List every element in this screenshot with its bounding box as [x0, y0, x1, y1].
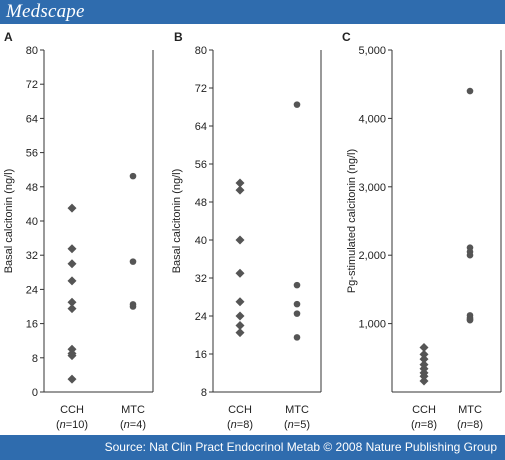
- figure: A 0 8 16 24 32 40 48 56 64 72 80 Basal calcitonin (n…: [3, 30, 502, 431]
- category-n-label: (n=8): [411, 419, 437, 431]
- panel-letter: C: [342, 30, 351, 44]
- cch-data-point: [235, 268, 245, 278]
- category-n-label: (n=4): [120, 419, 146, 431]
- y-tick-label: 2,000: [358, 250, 386, 262]
- cch-data-point: [235, 328, 245, 338]
- y-axis-label: Basal calcitonin (ng/l): [3, 169, 15, 274]
- y-tick-label: 3,000: [358, 182, 386, 194]
- panel-b: B 8 16 24 32 40 48 56 64 72 80 Basal calcitonin (ng…: [171, 30, 322, 431]
- source-credit: Source: Nat Clin Pract Endocrinol Metab …: [104, 440, 497, 454]
- y-tick-label: 32: [26, 250, 38, 262]
- y-tick-label: 16: [26, 319, 38, 331]
- cch-data-point: [419, 349, 429, 359]
- y-tick-label: 64: [195, 121, 207, 133]
- y-tick-label: 24: [26, 284, 38, 296]
- category-n-label: (n=8): [227, 419, 253, 431]
- cch-data-point: [419, 376, 429, 386]
- category-label: MTC: [458, 404, 482, 416]
- panel-a: A 0 8 16 24 32 40 48 56 64 72 80 Basal calcitonin (n…: [3, 30, 154, 431]
- category-label: CCH: [60, 404, 84, 416]
- y-tick-label: 72: [195, 83, 207, 95]
- panel-letter: B: [174, 30, 183, 44]
- header-band: Medscape: [0, 0, 505, 24]
- cch-data-point: [419, 354, 429, 364]
- mtc-data-point: [293, 310, 301, 317]
- y-tick-label: 40: [195, 235, 207, 247]
- category-n-label: (n=10): [56, 419, 88, 431]
- cch-data-point: [235, 297, 245, 307]
- cch-data-point: [67, 304, 77, 314]
- cch-data-point: [235, 311, 245, 321]
- mtc-data-point: [293, 300, 301, 308]
- y-tick-label: 1,000: [358, 319, 386, 331]
- y-tick-label: 8: [32, 353, 38, 365]
- y-tick-label: 16: [195, 349, 207, 361]
- y-tick-label: 40: [26, 216, 38, 228]
- cch-data-point: [67, 276, 77, 286]
- medscape-logo: Medscape: [6, 1, 85, 22]
- category-label: MTC: [285, 404, 309, 416]
- mtc-data-point: [129, 303, 137, 310]
- mtc-data-point: [466, 87, 474, 95]
- y-tick-label: 80: [195, 45, 207, 57]
- cch-data-point: [235, 321, 245, 330]
- panel-c: C 1,000 2,000 3,000 4,000 5,000 Pg-stimulated …: [342, 30, 502, 431]
- cch-data-point: [235, 185, 245, 195]
- y-axis-label: Basal calcitonin (ng/l): [171, 169, 183, 274]
- category-label: CCH: [228, 404, 252, 416]
- y-axis-label: Pg-stimulated calcitonin (ng/l): [346, 149, 358, 293]
- cch-data-point: [67, 244, 77, 254]
- y-tick-label: 0: [32, 387, 38, 399]
- cch-data-point: [67, 259, 77, 269]
- mtc-data-point: [466, 316, 474, 324]
- y-tick-label: 24: [195, 311, 207, 323]
- y-tick-label: 4,000: [358, 113, 386, 125]
- category-label: MTC: [121, 404, 145, 416]
- panel-letter: A: [4, 30, 13, 44]
- mtc-data-point: [129, 172, 137, 180]
- category-n-label: (n=8): [457, 419, 483, 431]
- y-tick-label: 56: [195, 159, 207, 171]
- y-tick-label: 80: [26, 45, 38, 57]
- cch-data-point: [67, 374, 77, 384]
- y-tick-label: 56: [26, 148, 38, 160]
- y-tick-label: 48: [195, 197, 207, 209]
- cch-data-point: [419, 371, 429, 381]
- cch-data-point: [235, 178, 245, 188]
- category-label: CCH: [412, 404, 436, 416]
- y-tick-label: 72: [26, 79, 38, 91]
- cch-data-point: [235, 235, 245, 245]
- mtc-data-point: [293, 281, 301, 289]
- y-tick-label: 32: [195, 273, 207, 285]
- cch-data-point: [419, 343, 429, 353]
- y-tick-label: 8: [201, 387, 207, 399]
- footer-band: Source: Nat Clin Pract Endocrinol Metab …: [0, 435, 505, 460]
- mtc-data-point: [129, 258, 137, 265]
- cch-data-point: [67, 351, 77, 361]
- mtc-data-point: [293, 334, 301, 341]
- y-tick-label: 5,000: [358, 45, 386, 57]
- y-tick-label: 48: [26, 182, 38, 194]
- category-n-label: (n=5): [284, 419, 310, 431]
- cch-data-point: [67, 203, 77, 213]
- y-tick-label: 64: [26, 113, 38, 125]
- mtc-data-point: [293, 101, 301, 108]
- mtc-data-point: [466, 251, 474, 259]
- cch-data-point: [67, 297, 77, 307]
